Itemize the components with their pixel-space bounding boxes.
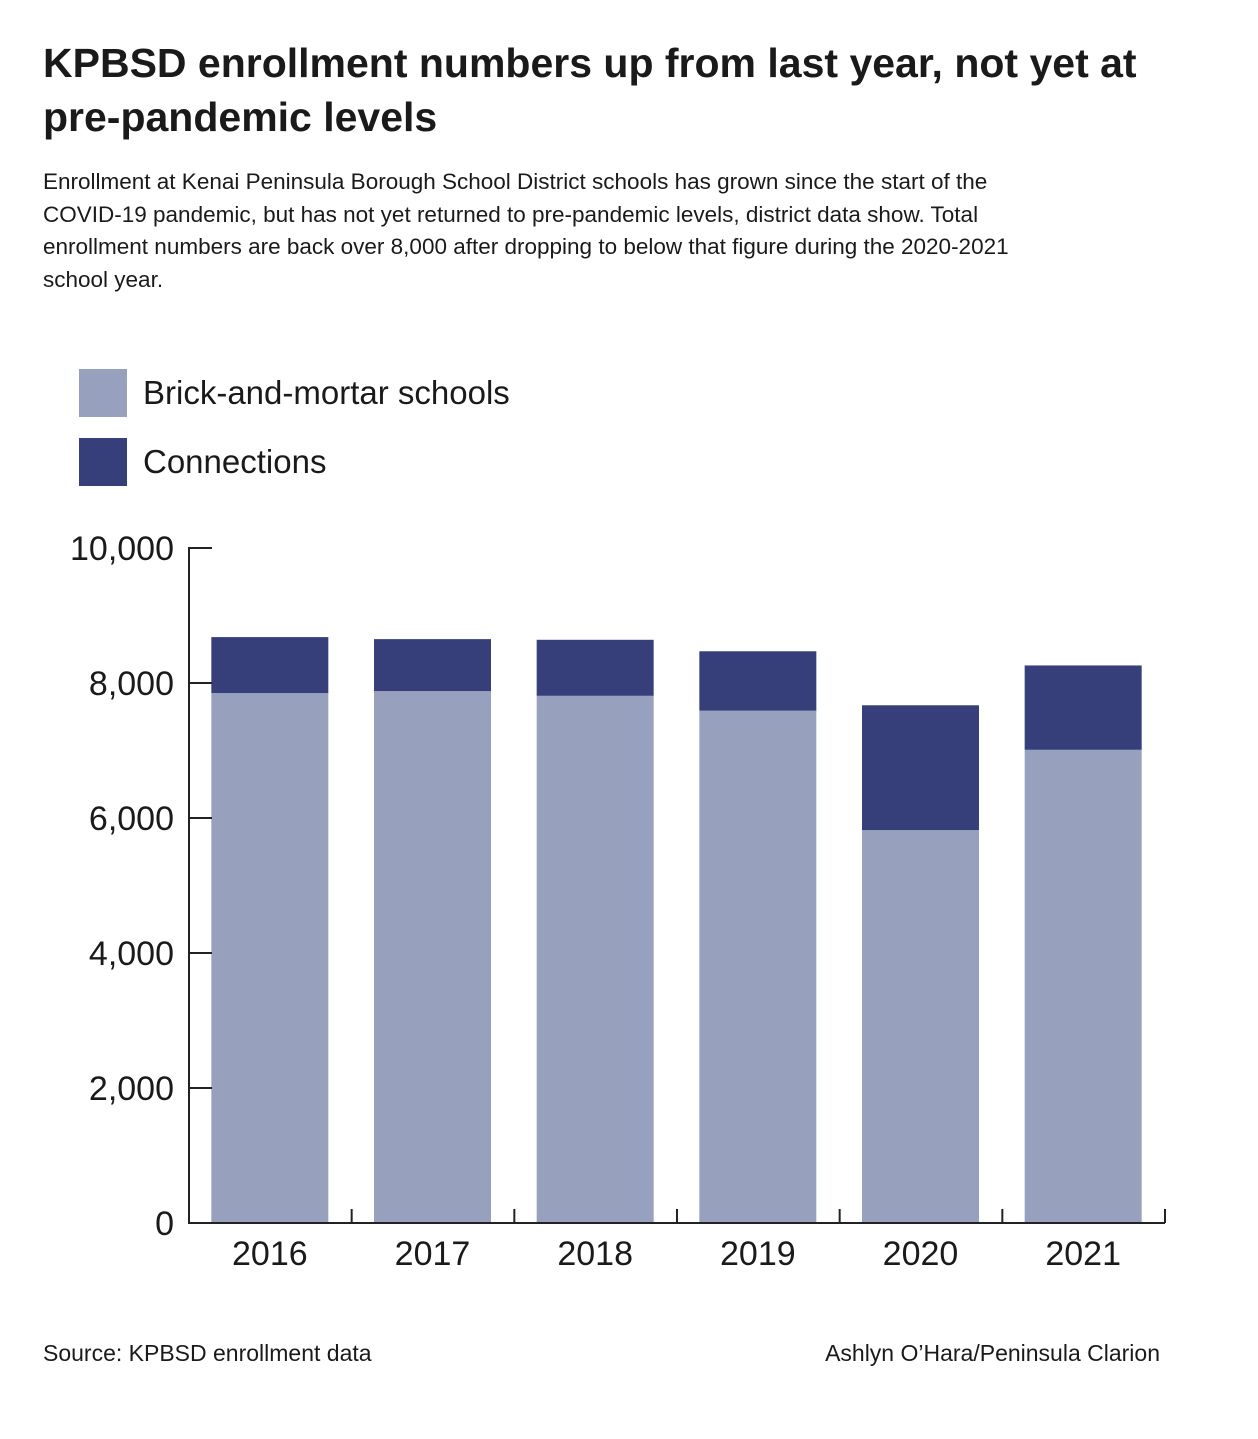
source-note: Source: KPBSD enrollment data [43, 1340, 372, 1366]
chart-title: KPBSD enrollment numbers up from last ye… [43, 40, 1137, 140]
x-tick-label: 2018 [557, 1235, 633, 1273]
y-tick-label: 2,000 [89, 1070, 174, 1108]
bar-brick-2020 [862, 830, 979, 1223]
x-tick-label: 2016 [232, 1235, 308, 1273]
bar-connections-2020 [862, 705, 979, 831]
bar-connections-2021 [1024, 665, 1142, 750]
legend-item-connections: Connections [79, 438, 326, 486]
x-tick-label: 2019 [720, 1235, 796, 1273]
bar-brick-2021 [1024, 749, 1142, 1223]
y-tick-label: 4,000 [89, 935, 174, 973]
legend-label-brick: Brick-and-mortar schools [143, 374, 510, 411]
bar-connections-2018 [536, 639, 654, 696]
x-tick-label: 2020 [883, 1235, 959, 1273]
y-tick-label: 0 [155, 1205, 174, 1243]
y-tick-label: 8,000 [89, 665, 174, 703]
legend-item-brick: Brick-and-mortar schools [79, 369, 510, 417]
x-tick-label: 2021 [1045, 1235, 1121, 1273]
bar-brick-2017 [374, 691, 491, 1223]
y-tick-label: 10,000 [70, 530, 174, 568]
bar-connections-2019 [699, 651, 817, 711]
bar-brick-2018 [536, 695, 654, 1223]
bar-connections-2016 [211, 637, 329, 694]
bar-connections-2017 [374, 639, 491, 692]
y-tick-label: 6,000 [89, 800, 174, 838]
bar-brick-2019 [699, 710, 817, 1223]
bar-brick-2016 [211, 693, 329, 1223]
legend-label-connections: Connections [143, 443, 327, 480]
chart-subtitle: Enrollment at Kenai Peninsula Borough Sc… [43, 169, 1009, 292]
x-tick-label: 2017 [395, 1235, 471, 1273]
legend-swatch-connections [79, 438, 127, 486]
credit-note: Ashlyn O’Hara/Peninsula Clarion [825, 1340, 1160, 1366]
legend-swatch-brick [79, 369, 127, 417]
